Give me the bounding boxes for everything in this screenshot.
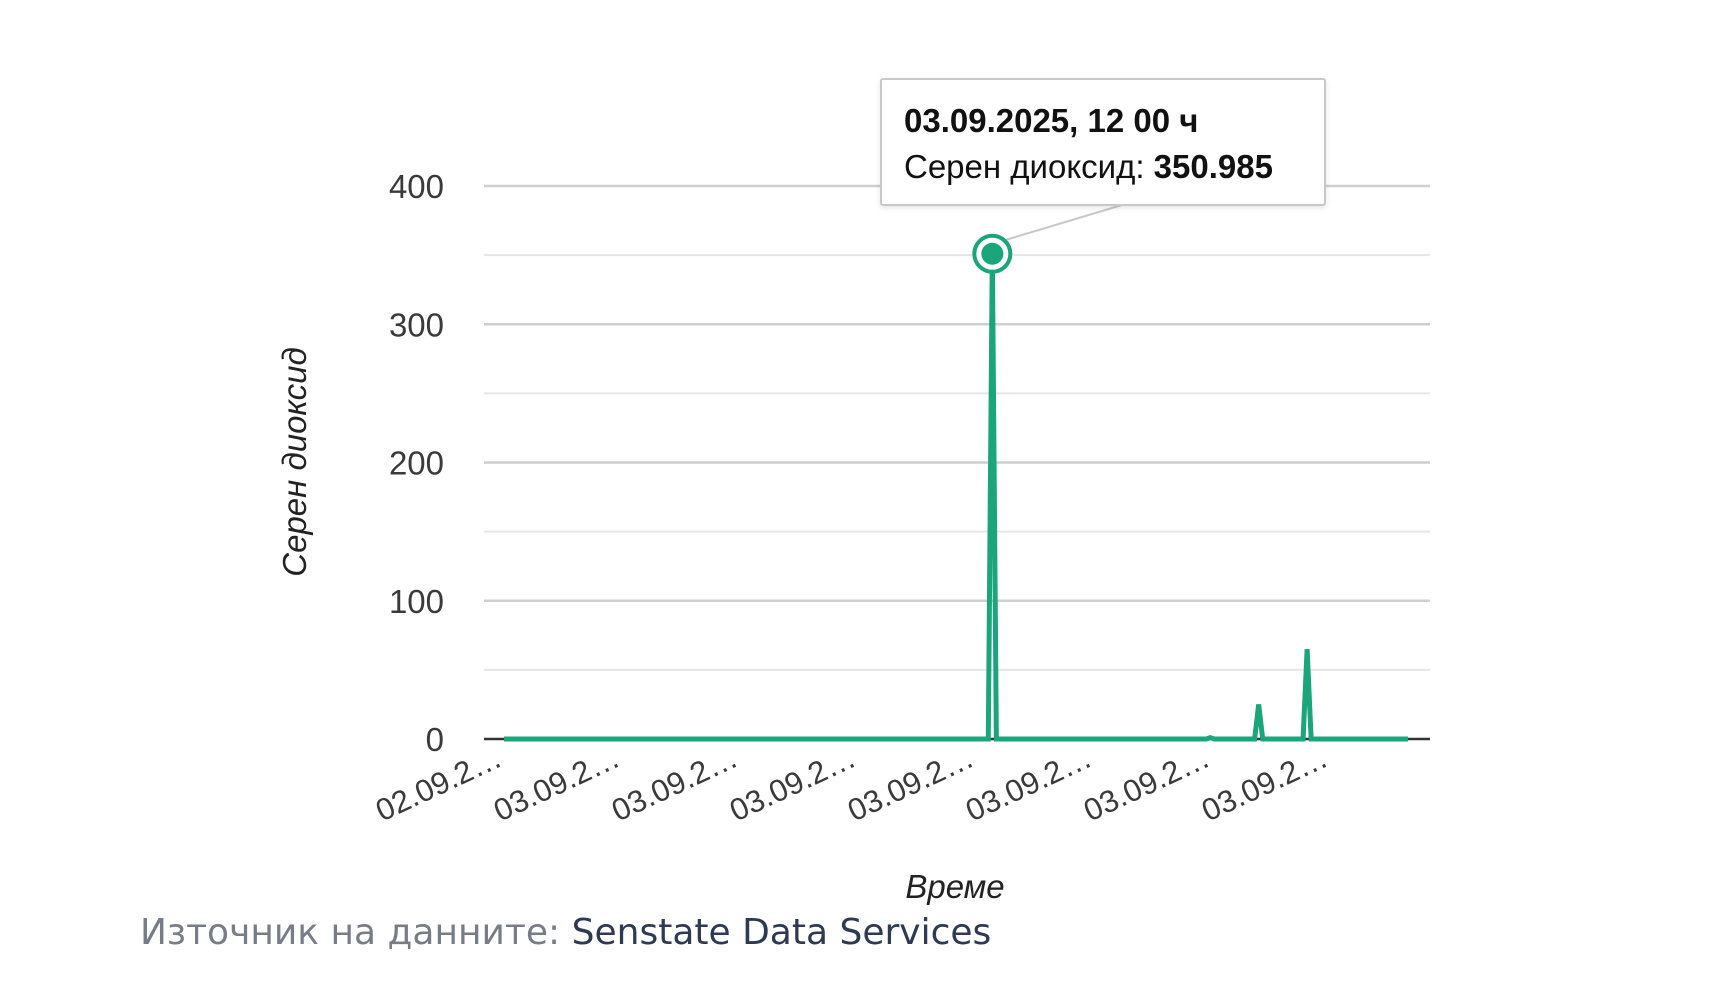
tooltip: 03.09.2025, 12 00 ч Серен диоксид: 350.9…	[880, 78, 1326, 206]
gridlines	[484, 184, 1430, 671]
series-line-sulfur-dioxide[interactable]	[504, 253, 1408, 742]
tooltip-series-label: Серен диоксид:	[904, 148, 1145, 185]
y-tick-label: 100	[389, 583, 444, 620]
tooltip-value: 350.985	[1153, 148, 1273, 185]
tooltip-title: 03.09.2025, 12 00 ч	[904, 102, 1199, 139]
data-source-label: Източник на данните:	[140, 912, 561, 953]
tooltip-line: Серен диоксид: 350.985	[904, 144, 1302, 190]
y-axis-ticks: 0 100 200 300 400	[389, 168, 444, 758]
x-tick-label: 03.09.2…	[960, 740, 1097, 829]
x-tick-label: 03.09.2…	[1078, 740, 1215, 829]
y-tick-label: 0	[426, 721, 444, 758]
tooltip-connector	[1006, 204, 1123, 241]
x-tick-label: 03.09.2…	[488, 740, 625, 829]
data-source-link[interactable]: Senstate Data Services	[571, 912, 992, 953]
highlight-point[interactable]	[981, 242, 1004, 265]
x-tick-label: 03.09.2…	[606, 740, 743, 829]
y-tick-label: 300	[389, 306, 444, 343]
x-axis-title: Време	[905, 868, 1004, 905]
x-axis-ticks: 02.09.2…03.09.2…03.09.2…03.09.2…03.09.2……	[370, 740, 1333, 829]
y-axis-title: Серен диоксид	[276, 347, 313, 576]
y-tick-label: 400	[389, 168, 444, 205]
x-tick-label: 03.09.2…	[724, 740, 861, 829]
data-source: Източник на данните: Senstate Data Servi…	[140, 912, 991, 953]
y-tick-label: 200	[389, 445, 444, 482]
x-tick-label: 03.09.2…	[1196, 740, 1333, 829]
x-tick-label: 03.09.2…	[842, 740, 979, 829]
